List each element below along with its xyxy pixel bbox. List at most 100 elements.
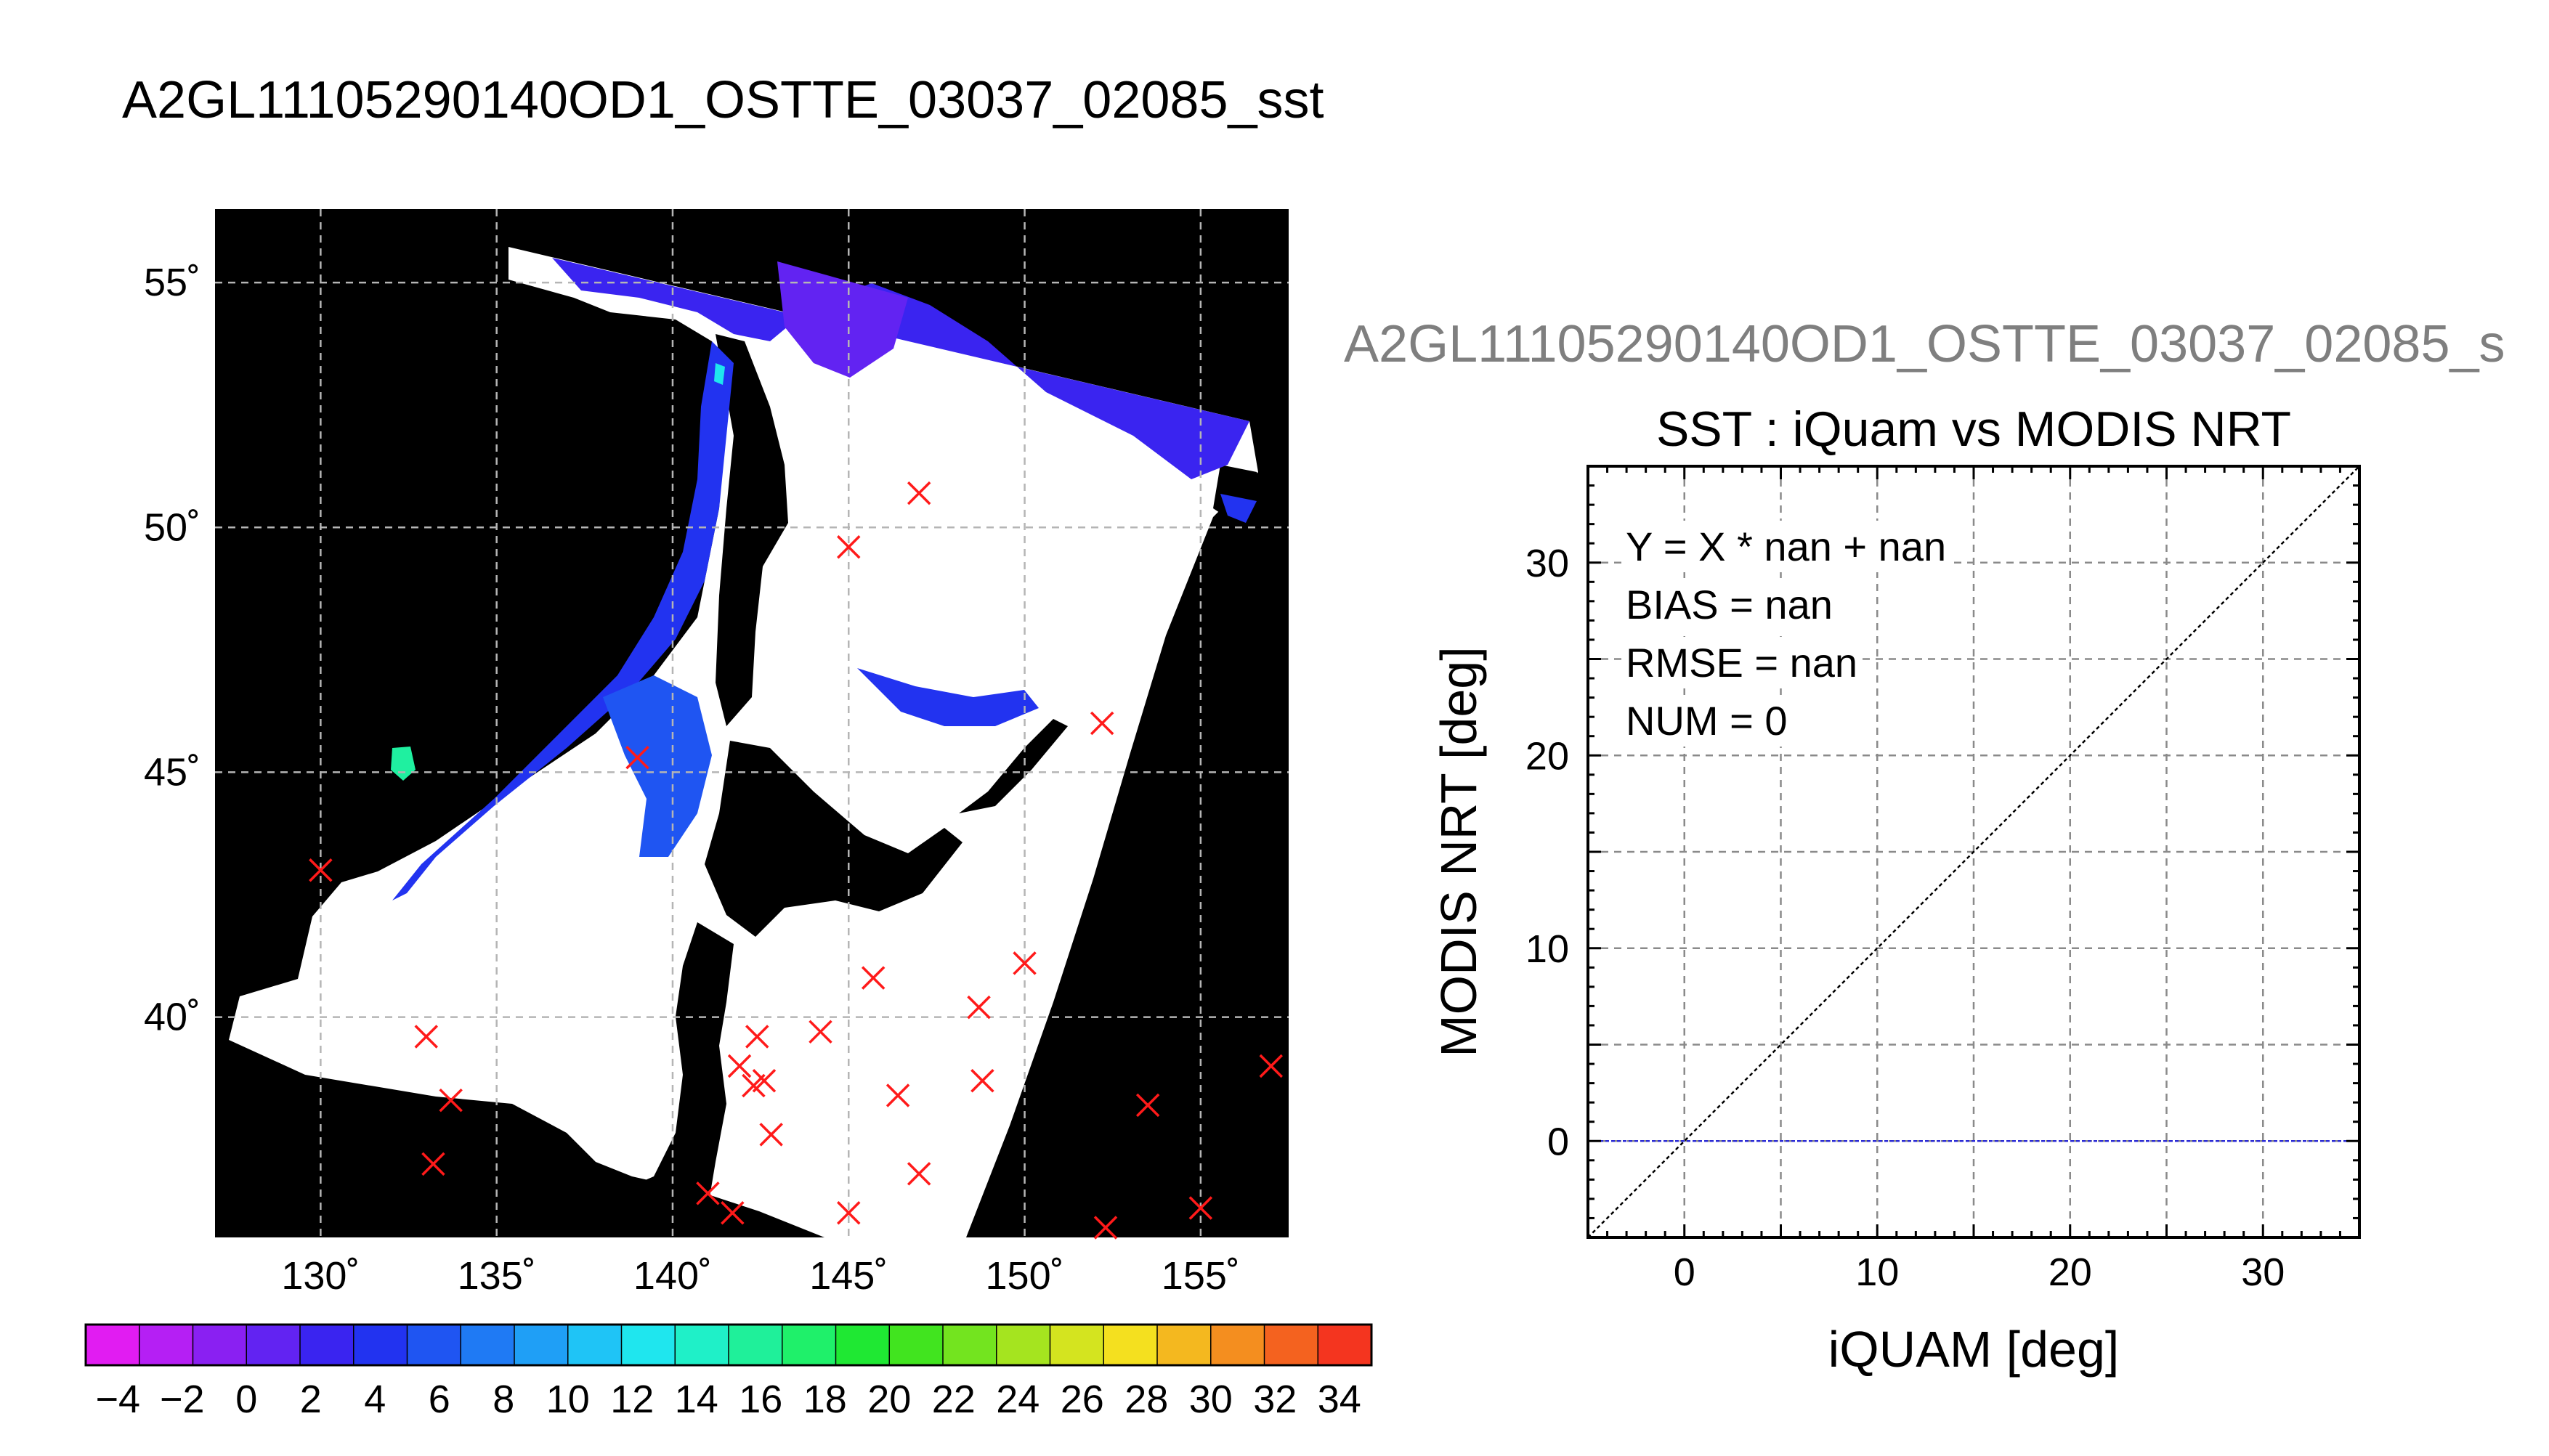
colorbar-tick-label: 12 [610, 1378, 654, 1421]
land-honshu [603, 922, 734, 1237]
sst-okhotsk-north [552, 258, 1249, 479]
colorbar-segment [1318, 1325, 1372, 1365]
map-lon-tick-label: 130˚ [281, 1254, 360, 1298]
scatter-title: SST : iQuam vs MODIS NRT [1656, 402, 2291, 457]
matchup-marker [809, 1020, 832, 1044]
matchup-marker [967, 995, 991, 1020]
matchup-marker [837, 535, 861, 559]
scatter-x-tick-label: 0 [1674, 1250, 1695, 1294]
scatter-y-tick-label: 30 [1525, 542, 1569, 585]
colorbar-tick-label: 20 [867, 1378, 911, 1421]
identity-line [1587, 465, 2360, 1238]
matchup-marker [727, 1054, 752, 1078]
map-lat-tick-label: 40˚ [144, 996, 200, 1039]
scatter-x-axis-label: iQUAM [deg] [1828, 1321, 2120, 1378]
scatter-stat-background [1621, 579, 1837, 630]
colorbar-segment [1264, 1325, 1318, 1365]
matchup-marker [696, 1182, 720, 1205]
matchup-marker [1013, 951, 1037, 975]
page-title: A2GL11105290140OD1_OSTTE_03037_02085_sst [122, 71, 1324, 129]
colorbar-tick-label: 24 [996, 1378, 1040, 1421]
matchup-marker [1188, 1196, 1213, 1220]
matchup-marker [752, 1068, 777, 1093]
colorbar-tick-label: 14 [675, 1378, 718, 1421]
colorbar-tick-label: 34 [1318, 1378, 1361, 1421]
colorbar-segment [353, 1325, 408, 1365]
colorbar-tick-label: 22 [932, 1378, 976, 1421]
map-gridlines [215, 209, 1289, 1237]
scatter-stat-line: BIAS = nan [1626, 582, 1833, 627]
matchup-marker [907, 481, 931, 505]
map-lat-tick-label: 55˚ [144, 261, 200, 304]
map-lat-tick-labels: 40˚ 45˚ 50˚ 55˚ [144, 261, 200, 1038]
matchup-marker [745, 1025, 769, 1049]
colorbar-tick-label: 6 [429, 1378, 450, 1421]
scatter-x-tick-labels: 0 10 20 30 [1674, 1250, 2285, 1294]
map-panel: 130˚ 135˚ 140˚ 145˚ 150˚ 155˚ 40˚ 45˚ 50˚ 55˚ [144, 209, 1289, 1298]
colorbar-segment [621, 1325, 676, 1365]
colorbar: −4 −2 0 2 4 6 8 10 12 14 16 18 20 22 24 26 28 30 32 34 [84, 1323, 1373, 1421]
scatter-y-axis-label: MODIS NRT [deg] [1430, 646, 1487, 1057]
colorbar-tick-labels: −4 −2 0 2 4 6 8 10 12 14 16 18 20 22 24 26 28 30 32 34 [95, 1378, 1361, 1421]
land-kurils [959, 719, 1068, 813]
map-lat-tick-label: 45˚ [144, 750, 200, 794]
colorbar-tick-label: 18 [803, 1378, 847, 1421]
colorbar-segment [246, 1325, 301, 1365]
matchup-marker [414, 1025, 438, 1049]
scatter-y-tick-label: 0 [1547, 1120, 1569, 1163]
matchup-marker [837, 1201, 861, 1225]
map-lon-tick-label: 145˚ [809, 1254, 888, 1298]
map-lon-tick-label: 135˚ [458, 1254, 536, 1298]
scatter-stat-line: RMSE = nan [1626, 640, 1857, 686]
colorbar-segment [139, 1325, 194, 1365]
colorbar-segment [461, 1325, 515, 1365]
map-lat-tick-label: 50˚ [144, 505, 200, 549]
colorbar-tick-label: 8 [493, 1378, 514, 1421]
colorbar-segment [567, 1325, 623, 1365]
colorbar-tick-label: 2 [300, 1378, 322, 1421]
matchup-marker [721, 1201, 745, 1225]
colorbar-segment [1050, 1325, 1104, 1365]
scatter-y-tick-labels: 0 10 20 30 [1525, 542, 1569, 1164]
matchup-marker [1093, 1216, 1118, 1240]
matchup-marker [759, 1123, 783, 1147]
land-sakhalin [716, 334, 788, 726]
colorbar-segments [86, 1325, 1372, 1365]
sst-aqua-patch [714, 363, 725, 385]
colorbar-segment [86, 1325, 140, 1365]
colorbar-tick-label: 28 [1124, 1378, 1168, 1421]
colorbar-tick-label: 4 [364, 1378, 386, 1421]
colorbar-segment [729, 1325, 783, 1365]
map-matchup-markers [309, 481, 1284, 1240]
scatter-panel: A2GL11105290140OD1_OSTTE_03037_02085_s S… [1344, 315, 2505, 1378]
sst-okhotsk-south [857, 668, 1039, 726]
matchup-marker [1135, 1093, 1160, 1118]
matchup-marker [970, 1068, 994, 1093]
matchup-marker [1259, 1054, 1284, 1078]
sst-kamchatka-coast [1220, 494, 1257, 523]
matchup-marker [907, 1162, 931, 1186]
sst-okhotsk-northwest [777, 261, 908, 378]
scatter-x-tick-label: 30 [2241, 1250, 2285, 1294]
colorbar-tick-label: 26 [1061, 1378, 1104, 1421]
scatter-frame [1586, 465, 2361, 1239]
colorbar-segment [835, 1325, 890, 1365]
scatter-stat-background [1621, 637, 1863, 688]
matchup-marker [886, 1083, 910, 1107]
land-hokkaido [705, 741, 963, 937]
map-swath [229, 247, 1260, 1237]
sst-sea-of-japan [603, 675, 712, 857]
map-lon-tick-label: 150˚ [986, 1254, 1064, 1298]
matchup-marker [421, 1152, 445, 1176]
colorbar-tick-label: 0 [235, 1378, 257, 1421]
map-lon-tick-labels: 130˚ 135˚ 140˚ 145˚ 150˚ 155˚ [281, 1254, 1240, 1298]
colorbar-segment [675, 1325, 729, 1365]
matchup-marker [861, 966, 886, 990]
sst-green-patch [391, 747, 416, 781]
scatter-stat-background [1621, 695, 1792, 747]
matchup-marker [309, 858, 333, 882]
scatter-y-tick-label: 20 [1525, 734, 1569, 778]
colorbar-segment [300, 1325, 354, 1365]
colorbar-segment [407, 1325, 461, 1365]
